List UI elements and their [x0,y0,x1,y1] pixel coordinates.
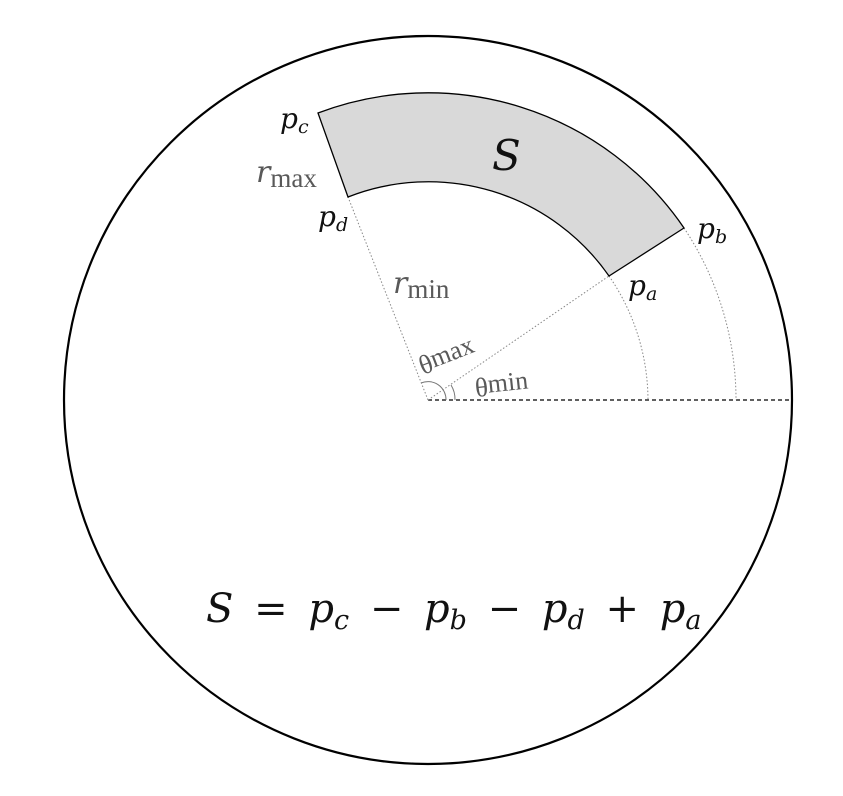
inner-radius-guide-arc [608,275,649,401]
angle-label-theta-min: θmin [473,366,529,403]
angle-label-theta-max: θmax [414,330,479,381]
point-label-pa: pa [628,269,657,305]
point-label-pb: pb [697,212,727,248]
theta-max-radial-guide [347,196,429,401]
theta-min-angle-arc [450,384,456,401]
point-label-pc: pc [280,102,309,138]
region-label: S [492,131,521,180]
theta-max-angle-arc [420,381,447,401]
outer-circle [62,34,794,766]
radius-label-rmax: rmax [256,155,317,193]
point-label-pd: pd [318,200,348,236]
outer-radius-guide-arc [683,227,737,401]
radius-label-rmin: rmin [393,266,450,304]
theta-min-radial-guide [427,275,610,401]
area-formula: S = pc − pb − pd + pa [206,586,701,639]
sector-s [317,92,685,277]
